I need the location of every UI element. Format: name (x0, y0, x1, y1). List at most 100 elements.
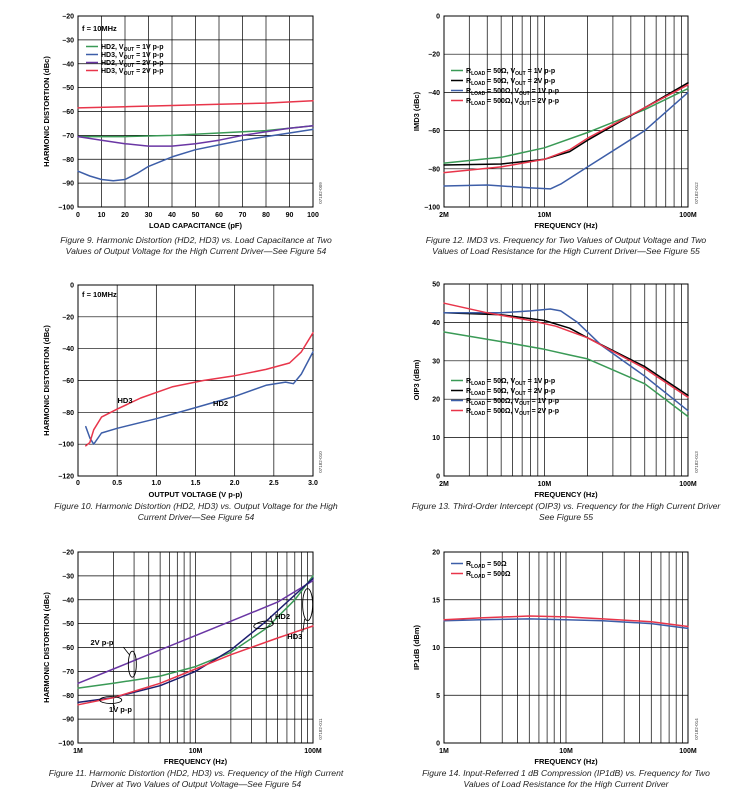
legend-label-part: = 1V p-p (530, 398, 559, 405)
figure-caption: Values of Load Resistance for the High C… (463, 779, 669, 789)
y-tick-label: –40 (62, 346, 74, 353)
legend-label-part: OUT (515, 381, 526, 387)
frequency-annotation: f = 10MHz (82, 290, 117, 299)
figure-id: 07182-014 (694, 718, 699, 740)
legend-label-part: LOAD (471, 101, 486, 107)
legend-label-part: LOAD (471, 71, 486, 77)
series-line-3 (443, 91, 689, 190)
legend-label-part: = 1V p-p (526, 68, 555, 75)
y-tick-label: 5 (436, 693, 440, 700)
legend-label-part: OUT (124, 47, 135, 53)
legend-label-part: = 50Ω (485, 561, 507, 568)
legend-label-part: = 2V p-p (526, 388, 555, 395)
x-tick-label: 10M (538, 481, 552, 488)
x-tick-label: 30 (145, 212, 153, 219)
x-tick-label: 100M (304, 748, 322, 755)
legend-label: RLOAD = 500Ω, VOUT = 2V p-p (466, 408, 559, 417)
chart-fig12: –100 –80 –60 –40 –20 0 2M 10M 100M FREQUENCY (Hz)… (412, 14, 706, 257)
legend-label-part: = 50Ω, V (485, 378, 515, 385)
legend-label-part: = 1V p-p (134, 52, 163, 59)
y-tick-label: 20 (432, 550, 440, 557)
y-tick-label: –20 (428, 52, 440, 59)
x-tick-label: 1.5 (191, 480, 201, 487)
plot-grid (77, 284, 314, 477)
y-axis-label: IP1dB (dBm) (412, 624, 421, 670)
chart-fig10: –120 –100 –80 –60 –40 –20 0 0 0.5 1.0 1.5 2.0 2.5 3.0… (42, 283, 338, 523)
plot-grid (77, 551, 314, 744)
legend-label-part: = 500Ω, V (485, 398, 519, 405)
y-axis-label: HARMONIC DISTORTION (dBc) (42, 325, 51, 436)
legend-label-part: HD3, V (101, 52, 124, 59)
y-axis-label: HARMONIC DISTORTION (dBc) (42, 592, 51, 703)
figure-id: 07182-009 (318, 182, 323, 204)
x-tick-label: 80 (262, 212, 270, 219)
legend-label: HD3, VOUT = 2V p-p (101, 68, 164, 77)
callout-ellipse (99, 696, 123, 704)
legend-label-part: OUT (515, 391, 526, 397)
legend-label-part: HD3, V (101, 68, 124, 75)
legend-label: HD2, VOUT = 1V p-p (101, 44, 164, 53)
chart-fig13: 0 10 20 30 40 50 2M 10M 100M FREQUENCY (Hz) OIP3 (… (412, 282, 722, 523)
legend-label-part: = 2V p-p (530, 408, 559, 415)
y-tick-label: –60 (428, 128, 440, 135)
x-tick-label: 100 (307, 212, 319, 219)
legend-label: RLOAD = 50Ω, VOUT = 2V p-p (466, 388, 555, 397)
figure-caption: Figure 12. IMD3 vs. Frequency for Two Va… (426, 235, 707, 245)
y-tick-label: 40 (432, 320, 440, 327)
legend-label: RLOAD = 500Ω (466, 571, 511, 580)
legend-label-part: OUT (515, 71, 526, 77)
x-tick-label: 10M (189, 748, 203, 755)
x-tick-label: 40 (168, 212, 176, 219)
x-tick-label: 10 (98, 212, 106, 219)
figure-id: 07182-010 (318, 451, 323, 473)
y-tick-label: –60 (62, 109, 74, 116)
callout-leader (270, 615, 274, 624)
x-axis-label: LOAD CAPACITANCE (pF) (149, 221, 243, 230)
figure-caption: Figure 14. Input-Referred 1 dB Compressi… (422, 768, 710, 778)
figure-caption: See Figure 55 (539, 512, 593, 522)
figure-id: 07182-012 (694, 182, 699, 204)
legend-label-part: = 1V p-p (530, 88, 559, 95)
y-tick-label: –30 (62, 37, 74, 44)
plot-frame (443, 283, 689, 477)
y-tick-label: 10 (432, 435, 440, 442)
legend-label: RLOAD = 50Ω, VOUT = 1V p-p (466, 68, 555, 77)
legend-label-part: R (466, 408, 471, 415)
plot-frame (77, 15, 314, 208)
y-tick-label: –60 (62, 645, 74, 652)
y-tick-label: –70 (62, 669, 74, 676)
legend-label-part: LOAD (471, 401, 486, 407)
x-tick-label: 60 (215, 212, 223, 219)
x-axis-label: FREQUENCY (Hz) (164, 757, 228, 766)
chart-fig11: –100 –90 –80 –70 –60 –50 –40 –30 –20 1M 10M 100M FRE… (42, 550, 344, 790)
series-line-4 (77, 625, 314, 706)
legend-label-part: = 2V p-p (134, 68, 163, 75)
legend-label: RLOAD = 50Ω, VOUT = 2V p-p (466, 78, 555, 87)
legend-label-part: = 1V p-p (134, 44, 163, 51)
legend-label: RLOAD = 500Ω, VOUT = 1V p-p (466, 88, 559, 97)
y-tick-label: –80 (428, 166, 440, 173)
y-axis-label: HARMONIC DISTORTION (dBc) (42, 56, 51, 167)
y-tick-label: 10 (432, 645, 440, 652)
figure-caption: Current Driver—See Figure 54 (138, 512, 255, 522)
legend-label-part: = 50Ω, V (485, 68, 515, 75)
figure-id: 07182-013 (694, 451, 699, 473)
curve-label: HD2 (275, 612, 290, 621)
x-tick-label: 50 (192, 212, 200, 219)
curve-label: HD3 (287, 632, 302, 641)
legend-label: RLOAD = 500Ω, VOUT = 1V p-p (466, 398, 559, 407)
frequency-annotation: f = 10MHz (82, 24, 117, 33)
series-line-2 (77, 128, 314, 182)
x-axis-label: FREQUENCY (Hz) (534, 221, 598, 230)
y-tick-label: –100 (58, 741, 74, 748)
series-line-2 (85, 332, 314, 447)
y-tick-label: –40 (62, 597, 74, 604)
y-tick-label: –70 (62, 133, 74, 140)
series-line-3 (443, 308, 689, 412)
legend-label: HD3, VOUT = 1V p-p (101, 52, 164, 61)
legend-label-part: R (466, 561, 471, 568)
legend-label-part: LOAD (471, 391, 486, 397)
plot-grid (77, 15, 314, 208)
y-tick-label: –80 (62, 410, 74, 417)
curve-label: HD3 (117, 396, 132, 405)
